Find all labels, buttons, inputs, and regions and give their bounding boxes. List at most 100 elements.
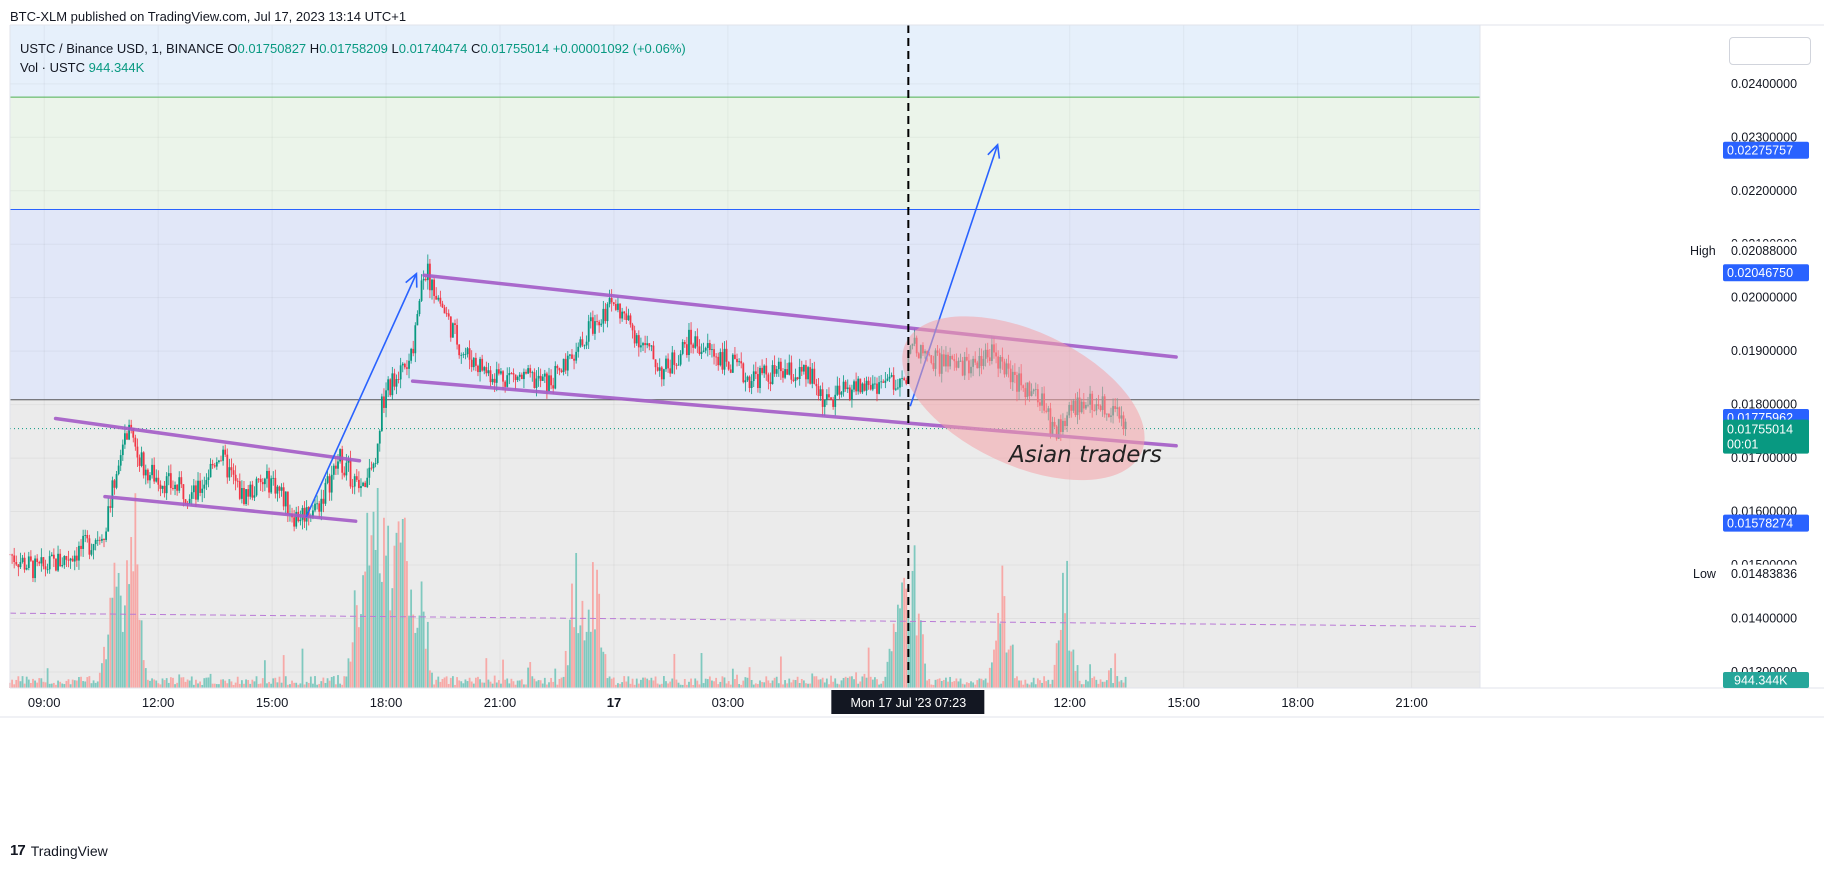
volume-bar: [811, 673, 814, 688]
volume-bar: [631, 678, 634, 688]
candle: [153, 464, 156, 482]
volume-bar: [1009, 645, 1012, 688]
volume-bar: [236, 676, 239, 688]
volume-bar: [190, 676, 193, 688]
volume-bar: [629, 683, 632, 688]
volume-bar: [529, 662, 532, 688]
volume-bar: [186, 679, 189, 688]
candle: [176, 484, 179, 491]
volume-bar: [970, 681, 972, 688]
candle: [702, 350, 705, 352]
candle: [554, 365, 557, 389]
volume-bar: [748, 667, 751, 688]
candle: [508, 373, 511, 376]
volume-bar: [291, 680, 293, 688]
volume-bar: [32, 678, 34, 688]
candle: [660, 367, 663, 380]
volume-bar: [600, 647, 603, 688]
volume-bar: [1112, 683, 1114, 688]
candle: [738, 361, 741, 363]
volume-bar: [412, 614, 415, 688]
candle: [679, 353, 682, 365]
volume-bar: [391, 588, 394, 688]
candle: [637, 335, 640, 348]
candle: [495, 369, 498, 383]
volume-bar: [541, 683, 544, 688]
candle: [364, 482, 367, 488]
volume-bar: [838, 684, 841, 688]
candle: [263, 478, 266, 485]
candle: [199, 480, 202, 493]
volume-bar: [642, 677, 644, 688]
volume-bar: [345, 676, 348, 688]
candle: [846, 387, 849, 390]
volume-bar: [865, 677, 868, 688]
volume-bar: [169, 677, 172, 688]
volume-bar: [435, 679, 438, 688]
candle: [94, 540, 97, 545]
volume-bar: [982, 680, 985, 688]
volume-bar: [1003, 596, 1006, 688]
volume-bar: [437, 676, 440, 688]
volume-bar: [644, 677, 647, 688]
volume-bar: [938, 678, 941, 688]
volume-bar: [821, 677, 824, 688]
x-tick-label: 09:00: [28, 695, 61, 710]
candle: [299, 519, 302, 522]
volume-bar: [29, 682, 32, 688]
candle: [391, 373, 394, 396]
volume-bar: [266, 683, 268, 688]
volume-bar: [443, 677, 446, 688]
candle: [671, 352, 674, 374]
volume-bar: [717, 684, 720, 688]
candle: [456, 324, 458, 345]
volume-bar: [855, 672, 858, 688]
published-header: BTC-XLM published on TradingView.com, Ju…: [10, 9, 407, 24]
candle: [205, 479, 208, 485]
price-tag-text: 0.01578274: [1727, 517, 1793, 531]
volume-bar: [107, 634, 110, 688]
volume-bar: [562, 676, 565, 688]
candle: [594, 321, 596, 334]
candle: [516, 376, 519, 381]
candle: [462, 354, 465, 356]
volume-bar: [769, 683, 772, 688]
volume-bar: [408, 615, 410, 688]
tradingview-logo[interactable]: 17 TradingView: [10, 842, 108, 859]
candle: [715, 356, 718, 358]
candle: [688, 329, 690, 356]
volume-bar: [182, 677, 185, 688]
volume-bar: [836, 683, 839, 688]
volume-bar: [366, 512, 369, 688]
candle: [729, 369, 732, 373]
volume-bar: [178, 674, 181, 688]
volume-bar: [784, 680, 786, 688]
candle: [418, 300, 421, 315]
volume-bar: [21, 676, 24, 688]
candle: [896, 387, 899, 389]
volume-bar: [713, 681, 715, 688]
candle: [57, 553, 59, 571]
volume-bar: [777, 683, 780, 688]
volume-bar: [1087, 681, 1089, 688]
volume-bar: [165, 678, 168, 688]
volume-bar: [38, 678, 41, 688]
volume-bar: [232, 684, 235, 688]
volume-bar: [725, 683, 728, 688]
volume-bar: [491, 683, 494, 688]
scale-settings-box[interactable]: [1729, 37, 1811, 65]
candle: [224, 449, 227, 455]
volume-bar: [757, 684, 759, 688]
volume-bar: [464, 679, 467, 688]
volume-bar: [203, 678, 206, 688]
candle: [146, 469, 149, 481]
volume-bar: [343, 676, 346, 688]
candle: [113, 480, 116, 488]
candle: [203, 484, 206, 489]
volume-bar: [34, 680, 36, 688]
volume-bar: [882, 681, 885, 688]
candle: [389, 379, 392, 396]
candle: [727, 361, 730, 370]
volume-bar: [59, 681, 62, 688]
